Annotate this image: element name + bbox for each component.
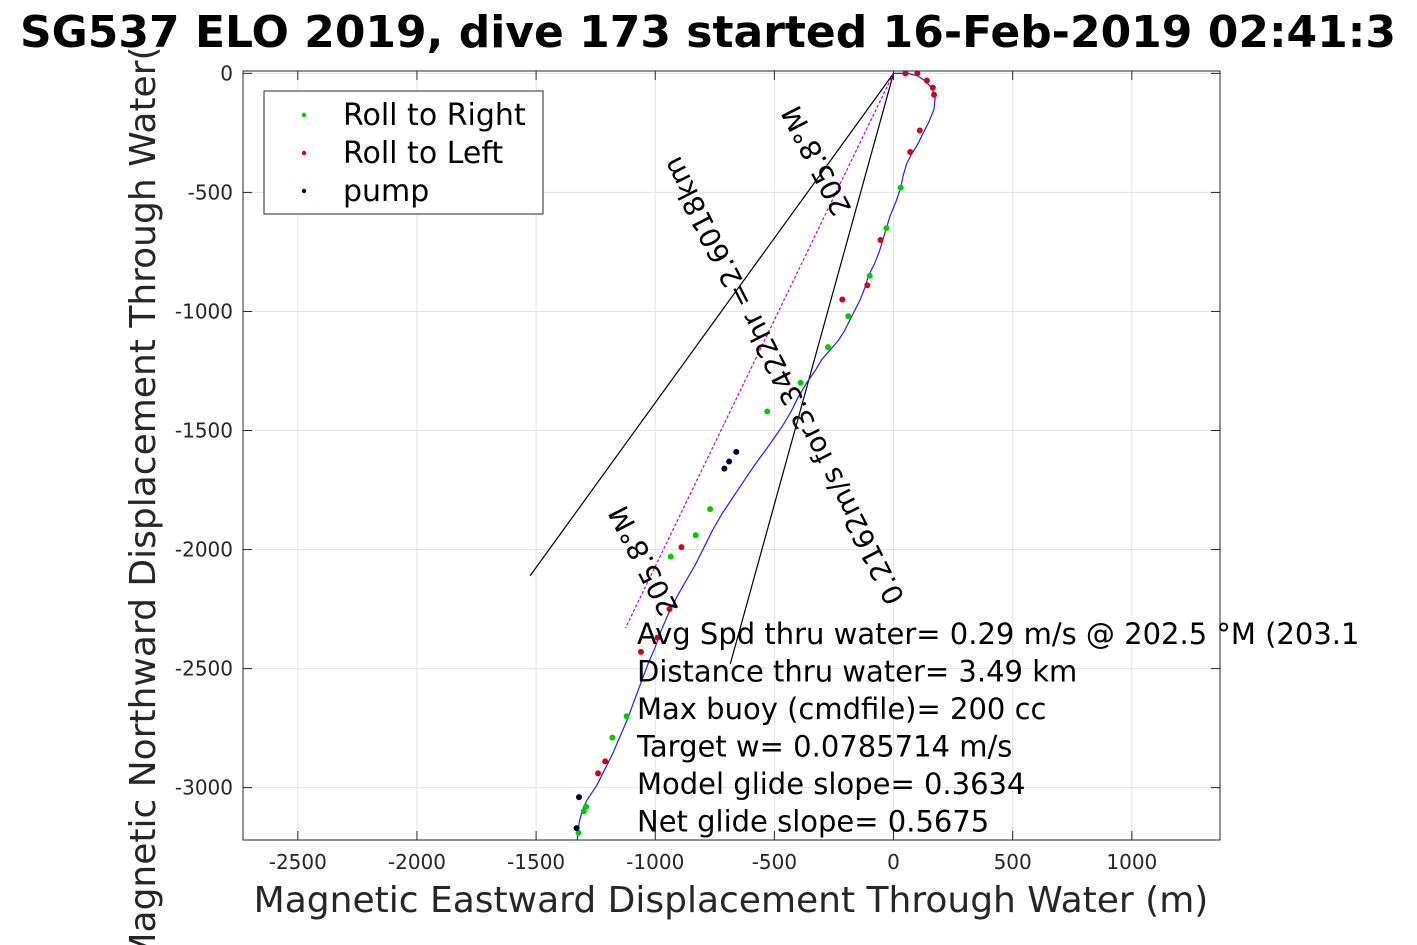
roll-left-marker <box>902 70 909 77</box>
y-tick-label: -1500 <box>175 419 233 443</box>
roll-right-marker <box>609 734 616 741</box>
x-tick-label: -2000 <box>388 850 446 874</box>
y-tick-label: -1000 <box>175 299 233 323</box>
x-tick-label: -1500 <box>507 850 565 874</box>
legend-marker <box>301 188 307 194</box>
reference-line <box>529 73 895 577</box>
roll-left-marker <box>678 544 685 551</box>
stats-annotation: Target w= 0.0785714 m/s <box>636 730 1012 764</box>
roll-left-marker <box>916 127 923 134</box>
glide-line <box>624 73 895 629</box>
pump-marker <box>573 825 580 832</box>
roll-left-marker <box>931 91 938 98</box>
roll-left-marker <box>602 758 609 765</box>
reference-line <box>729 73 895 664</box>
roll-left-marker <box>923 77 930 84</box>
stats-annotation: Distance thru water= 3.49 km <box>637 655 1077 689</box>
roll-right-marker <box>845 313 852 320</box>
legend-marker <box>301 112 307 118</box>
roll-right-marker <box>883 225 890 232</box>
roll-left-marker <box>914 70 921 77</box>
roll-left-marker <box>839 296 846 303</box>
plot-frame <box>242 70 1221 841</box>
grid-lines <box>243 71 1220 840</box>
roll-right-marker <box>667 553 674 560</box>
legend-entry: Roll to Left <box>343 136 503 171</box>
x-tick-label: -2500 <box>269 850 327 874</box>
roll-left-marker <box>595 770 602 777</box>
pump-marker <box>575 794 582 801</box>
roll-right-marker <box>897 184 904 191</box>
chart-title: SG537 ELO 2019, dive 173 started 16-Feb-… <box>20 7 1396 58</box>
roll-left-marker <box>654 634 661 641</box>
legend-entry: pump <box>343 174 429 209</box>
roll-right-marker <box>825 344 832 351</box>
x-tick-label: -1000 <box>626 850 684 874</box>
x-tick-label: 1000 <box>1106 850 1157 874</box>
stats-annotations: Avg Spd thru water= 0.29 m/s @ 202.5 °M … <box>636 617 1359 839</box>
roll-right-marker <box>580 808 587 815</box>
y-axis-label: Magnetic Northward Displacement Through … <box>123 46 164 945</box>
roll-right-marker <box>707 506 714 513</box>
roll-left-marker <box>637 648 644 655</box>
roll-right-marker <box>764 408 771 415</box>
roll-left-marker <box>666 606 673 613</box>
reference-lines <box>529 73 895 664</box>
x-tick-label: -500 <box>752 850 797 874</box>
x-tick-label: 500 <box>994 850 1032 874</box>
pump-marker <box>733 448 740 455</box>
y-tick-label: -2500 <box>175 657 233 681</box>
roll-right-marker <box>692 532 699 539</box>
legend-box <box>263 90 544 215</box>
stats-annotation: Avg Spd thru water= 0.29 m/s @ 202.5 °M … <box>637 617 1359 651</box>
legend-marker <box>301 150 307 156</box>
y-tick-label: -500 <box>188 180 233 204</box>
roll-left-marker <box>864 282 871 289</box>
roll-left-marker <box>929 84 936 91</box>
marker-layer <box>573 70 938 836</box>
pump-marker <box>726 458 733 465</box>
roll-right-marker <box>623 713 630 720</box>
stats-annotation: Net glide slope= 0.5675 <box>637 805 989 839</box>
roll-left-marker <box>877 237 884 244</box>
roll-right-marker <box>866 272 873 279</box>
pump-marker <box>721 465 728 472</box>
roll-left-marker <box>907 148 914 155</box>
y-tick-label: -3000 <box>175 776 233 800</box>
legend-entry: Roll to Right <box>343 98 526 133</box>
axis-ticks: -2500 -2000 -1500 -1000 -500 0 500 1000 0 -500 -10… <box>175 61 1220 874</box>
stats-annotation: Max buoy (cmdfile)= 200 cc <box>637 692 1046 726</box>
y-tick-label: 0 <box>220 61 233 85</box>
y-tick-label: -2000 <box>175 538 233 562</box>
roll-right-marker <box>583 803 590 810</box>
x-axis-label: Magnetic Eastward Displacement Through W… <box>254 880 1209 921</box>
roll-right-marker <box>575 829 582 836</box>
stats-annotation: Model glide slope= 0.3634 <box>637 767 1025 801</box>
roll-right-marker <box>797 379 804 386</box>
x-tick-label: 0 <box>887 850 900 874</box>
